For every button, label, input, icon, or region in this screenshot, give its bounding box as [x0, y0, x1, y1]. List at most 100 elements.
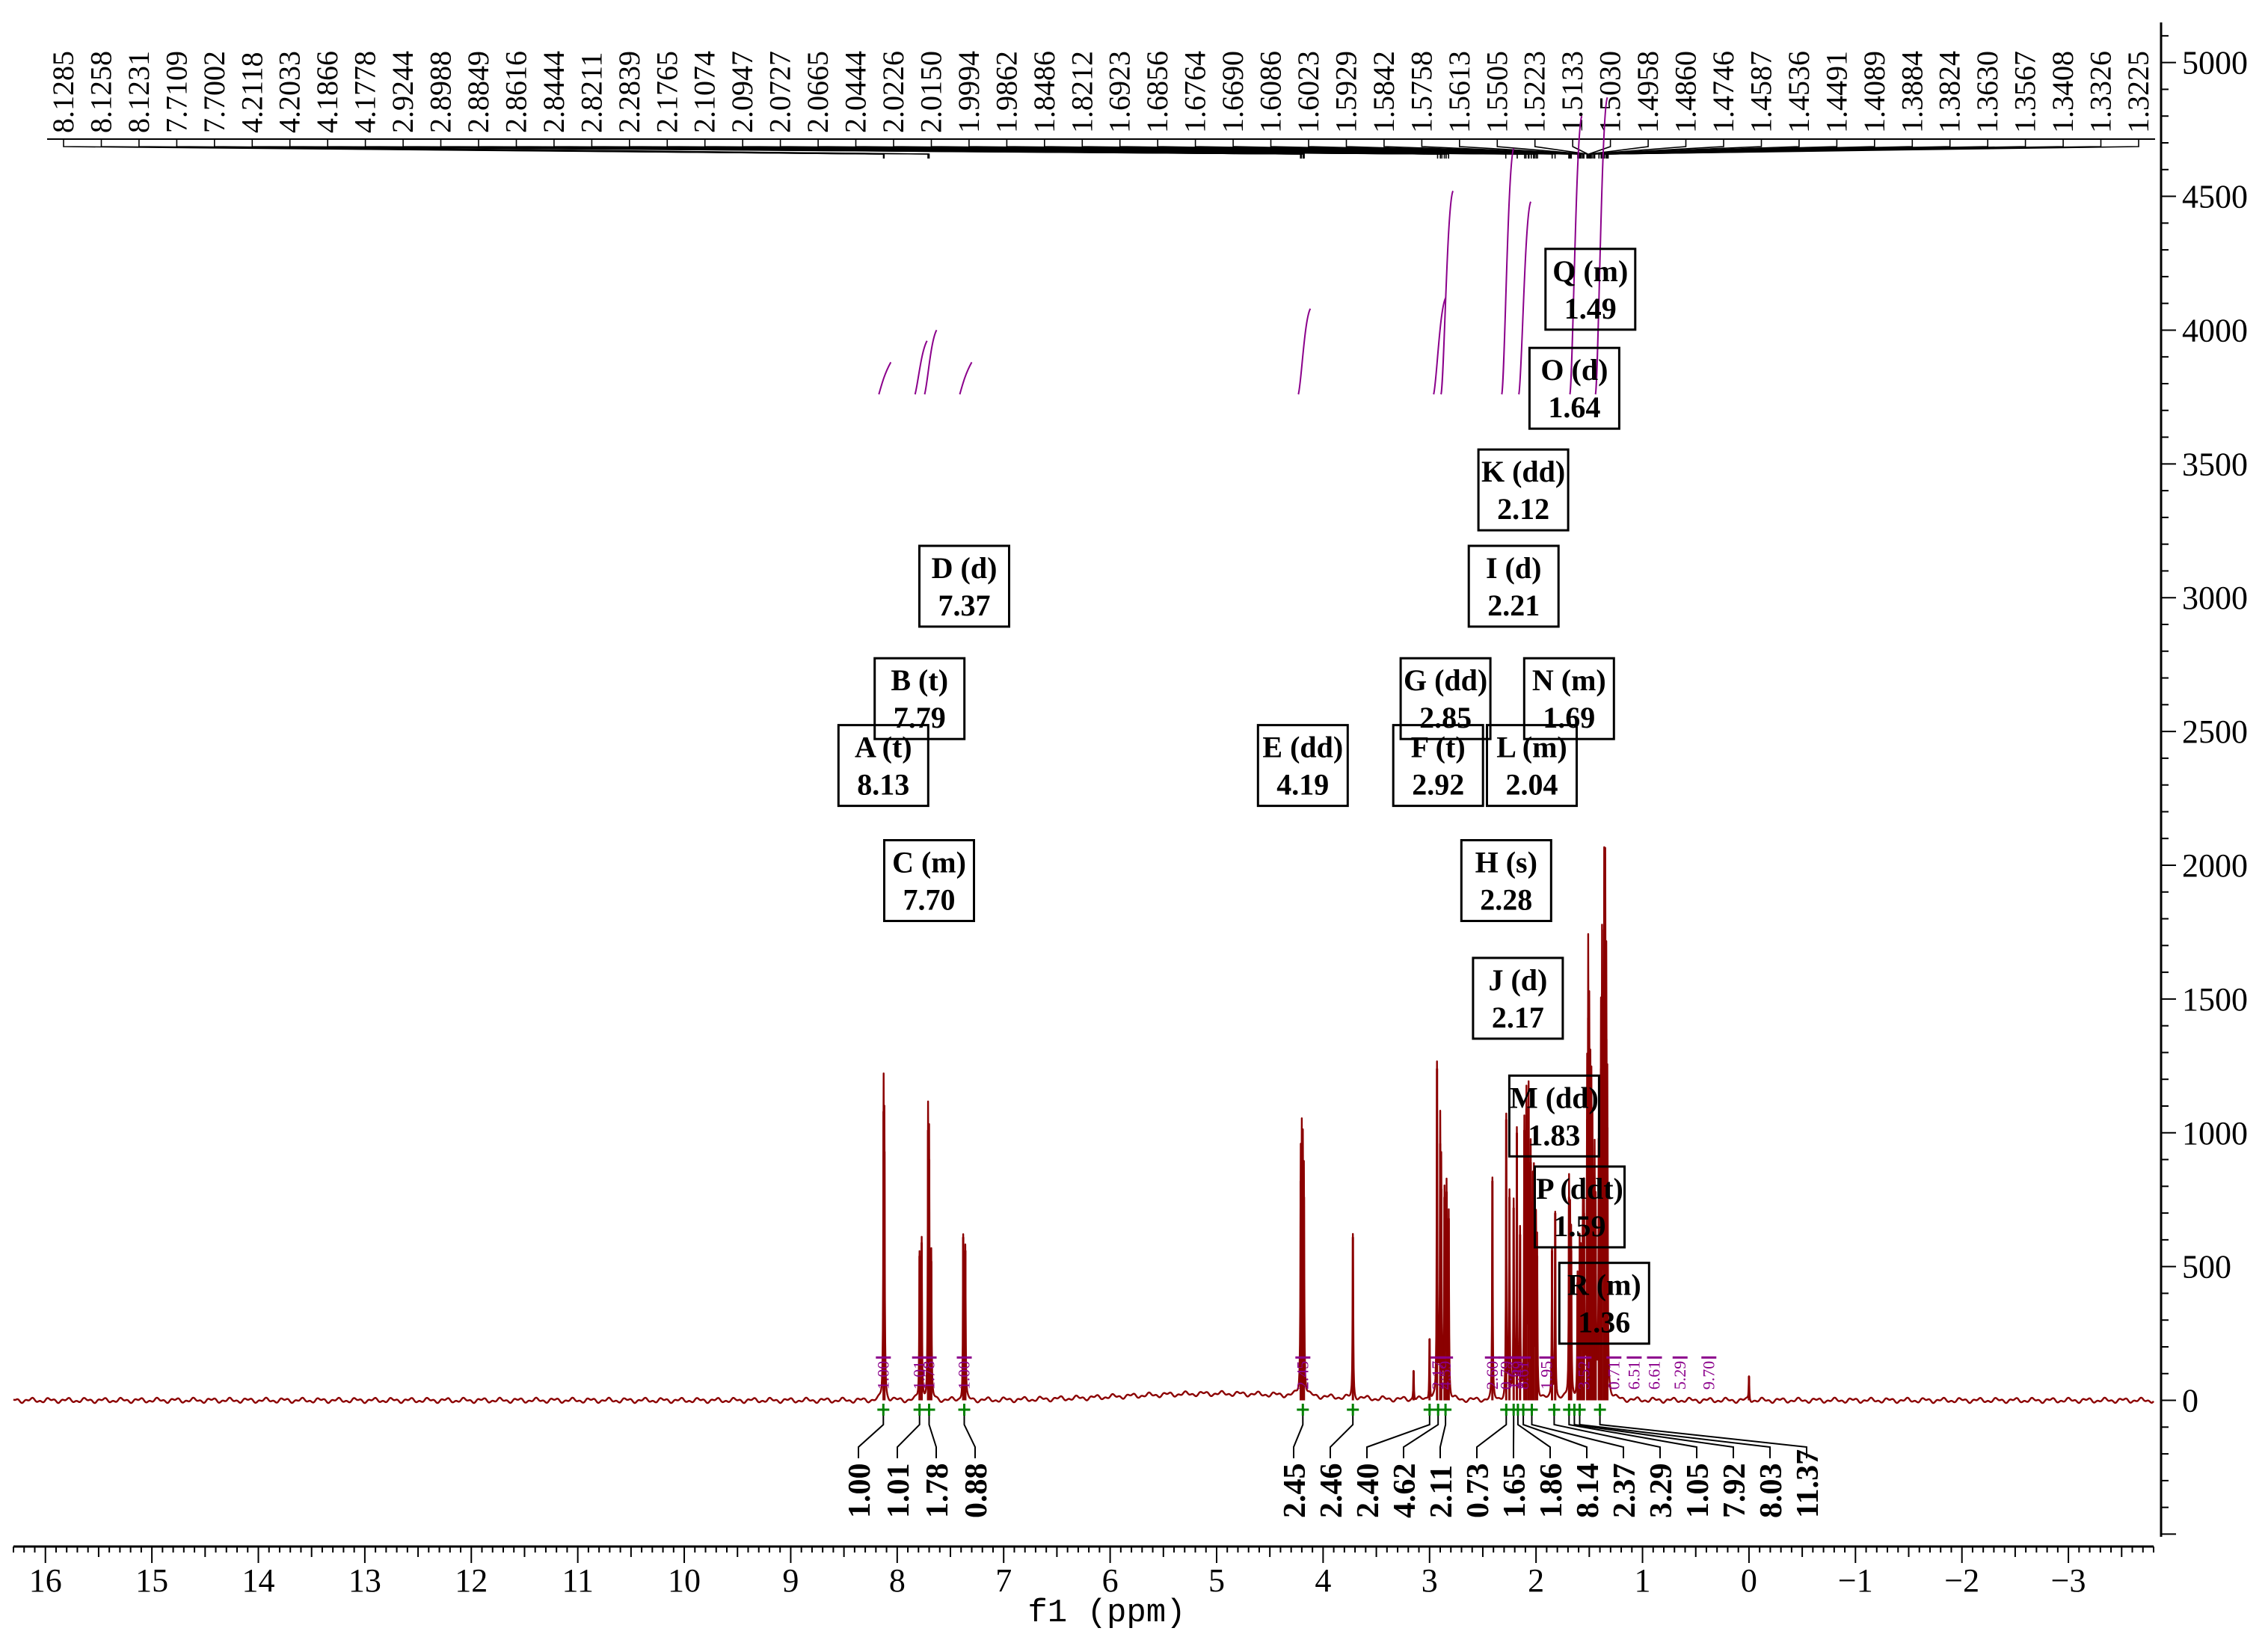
- multiplet-box-border: [837, 724, 929, 808]
- multiplet-name: M (dd): [1510, 1081, 1599, 1114]
- integral-curve: [1518, 201, 1532, 395]
- integral-value: 1.65: [1498, 1464, 1532, 1519]
- multiplet-shift: 4.19: [1276, 768, 1329, 802]
- multiplet-shift: 2.92: [1412, 768, 1464, 802]
- integral-value: 11.37: [1791, 1449, 1825, 1518]
- integral-layer: 1.00 1.01 1.78 0.88 2.45 2.46 2.40 4.62 2.11 0.73…: [843, 1404, 1825, 1518]
- peak-label: 2.0444: [839, 51, 873, 133]
- spectrum-trace: [13, 846, 2154, 1404]
- peak-label: 1.3225: [2121, 51, 2155, 133]
- multiplet-integral-value: 8.61: [1513, 1361, 1532, 1390]
- integral-value: 4.62: [1388, 1464, 1422, 1519]
- integral-value: 2.45: [1278, 1464, 1312, 1519]
- multiplet-box: D (d) 7.37: [918, 544, 1010, 628]
- multiplet-box-border: [1486, 724, 1578, 808]
- peak-label: 1.3630: [1970, 51, 2004, 133]
- integral-connector: [1366, 1416, 1430, 1458]
- integral-bracket: [1439, 1404, 1452, 1416]
- multiplet-box: H (s) 2.28: [1460, 839, 1552, 922]
- integral-curve: [1440, 190, 1454, 395]
- integral-connector: [858, 1416, 885, 1458]
- multiplet-box-border: [1467, 544, 1560, 628]
- multiplet-shift: 2.12: [1497, 492, 1549, 526]
- multiplet-name: R (m): [1567, 1268, 1641, 1302]
- integral-curve: [1594, 96, 1608, 395]
- peak-label: 1.4536: [1782, 51, 1816, 133]
- integral-curve: [878, 361, 892, 395]
- peak-label: 2.9244: [386, 51, 420, 133]
- multiplet-integral-value: 1.00: [955, 1361, 974, 1390]
- integral-value: 1.05: [1681, 1464, 1715, 1519]
- integral-bracket: [1594, 1404, 1606, 1416]
- multiplet-name: Q (m): [1552, 254, 1628, 288]
- x-tick-label: 15: [135, 1562, 168, 1599]
- peak-label: 1.6856: [1140, 51, 1174, 133]
- multiplet-integral-value: 0.79: [1496, 1361, 1515, 1390]
- multiplet-integral-value: 2.17: [1428, 1361, 1447, 1390]
- peak-connector: [1496, 139, 1585, 159]
- peak-label: 2.0665: [801, 51, 835, 133]
- integral-value: 7.92: [1718, 1464, 1752, 1519]
- x-tick-label: −3: [2051, 1562, 2086, 1599]
- integral-value: 8.14: [1571, 1464, 1605, 1519]
- x-tick-label: −2: [1944, 1562, 1979, 1599]
- peak-connector: [1459, 139, 1584, 159]
- integral-curve: [959, 361, 973, 395]
- integral-value: 0.73: [1461, 1464, 1496, 1519]
- x-tick-label: 1: [1635, 1562, 1651, 1599]
- peak-connector: [1588, 139, 1611, 159]
- peak-label: 4.2118: [235, 52, 268, 133]
- integral-curve-layer: [878, 96, 1608, 395]
- peak-label: 1.8212: [1065, 51, 1098, 133]
- peak-connector: [1421, 139, 1582, 159]
- integral-bracket: [1548, 1404, 1561, 1416]
- multiplet-box-border: [918, 544, 1010, 628]
- x-tick-label: 2: [1528, 1562, 1544, 1599]
- multiplet-integral-value: 1.01: [910, 1361, 929, 1390]
- multiplet-layer: A (t) 8.13 B (t) 7.79 C (m) 7.70 D (d) 7.37 E (d…: [837, 248, 1650, 1345]
- integral-value: 1.86: [1534, 1464, 1569, 1519]
- peak-label: 1.5613: [1442, 51, 1476, 133]
- multiplet-integral-value: 1.49: [1508, 1361, 1527, 1390]
- peak-label: 8.1258: [84, 51, 118, 133]
- peak-label: 1.6923: [1103, 51, 1137, 133]
- integral-connector: [963, 1416, 976, 1458]
- peak-label: 2.0947: [725, 51, 759, 133]
- multiplet-box-border: [1399, 657, 1492, 740]
- integral-bracket: [1297, 1404, 1309, 1416]
- peak-label: 7.7109: [159, 51, 193, 133]
- x-tick-label: 12: [455, 1562, 488, 1599]
- multiplet-box-border: [1544, 248, 1637, 331]
- peak-label: 2.8444: [537, 51, 571, 133]
- integral-curve: [924, 329, 938, 395]
- peak-label: 2.1074: [688, 51, 722, 133]
- peak-label: 1.3326: [2084, 51, 2118, 133]
- peak-label: 4.1866: [310, 51, 344, 133]
- peak-connector: [1383, 139, 1582, 159]
- integral-value: 1.01: [882, 1464, 916, 1519]
- peak-label: 4.1778: [348, 51, 382, 133]
- integral-connector: [1553, 1416, 1661, 1458]
- x-tick-label: 3: [1422, 1562, 1438, 1599]
- multiplet-shift: 8.13: [857, 768, 909, 802]
- x-tick-label: 8: [889, 1562, 906, 1599]
- peak-connector: [1591, 139, 1724, 159]
- peak-label: 2.2839: [612, 51, 646, 133]
- multiplet-integral-value: 1.00: [873, 1361, 892, 1390]
- multiplet-name: D (d): [932, 551, 998, 585]
- peak-label: 1.3824: [1933, 51, 1967, 133]
- x-tick-label: 16: [29, 1562, 62, 1599]
- multiplet-box: E (dd) 4.19: [1256, 724, 1349, 808]
- multiplet-name: P (ddt): [1536, 1172, 1623, 1206]
- integral-connector: [1516, 1416, 1551, 1458]
- axis-layer: 16 15 14 13 12 11 10 9 8 7 6 5 4 3 2 1 0 −1 −2 −30500100015…: [13, 22, 2248, 1599]
- multiplet-box-border: [1460, 839, 1552, 922]
- multiplet-shift: 1.36: [1578, 1306, 1630, 1339]
- integral-value: 8.03: [1754, 1464, 1789, 1519]
- multiplet-box-border: [1472, 956, 1564, 1040]
- peak-label: 2.8988: [424, 51, 458, 133]
- x-tick-label: 0: [1741, 1562, 1757, 1599]
- x-tick-label: 13: [348, 1562, 381, 1599]
- multiplet-integral-value: 2.45: [1293, 1361, 1312, 1390]
- peak-connector: [1607, 139, 2139, 159]
